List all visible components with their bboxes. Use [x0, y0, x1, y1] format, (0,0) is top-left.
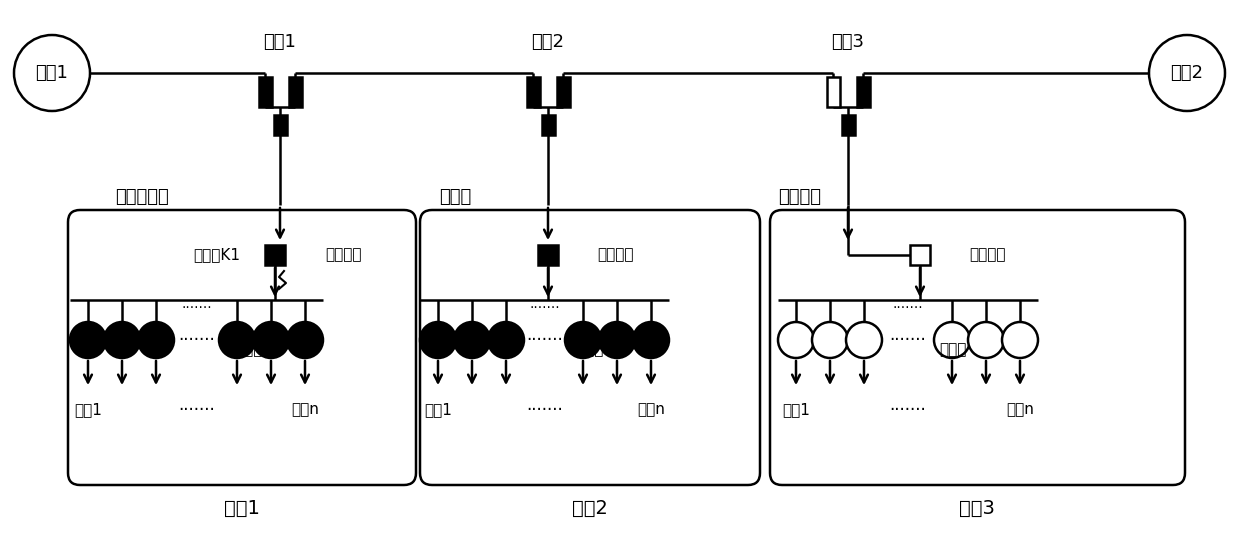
Text: 电源1: 电源1 — [36, 64, 68, 82]
Circle shape — [104, 322, 140, 358]
Text: 开关2: 开关2 — [532, 33, 565, 51]
Text: 正常供电区: 正常供电区 — [115, 188, 169, 206]
Bar — [259, 77, 271, 107]
Circle shape — [219, 322, 255, 358]
Text: ·······: ······· — [890, 401, 927, 419]
Text: 用户1: 用户1 — [74, 403, 102, 417]
Text: 用户表: 用户表 — [576, 342, 603, 358]
Circle shape — [420, 322, 456, 358]
Bar — [541, 115, 555, 135]
Circle shape — [69, 322, 107, 358]
Text: 非故障区: 非故障区 — [778, 188, 821, 206]
Circle shape — [846, 322, 882, 358]
Text: 台区总表: 台区总表 — [325, 247, 362, 263]
Circle shape — [287, 322, 323, 358]
Circle shape — [253, 322, 289, 358]
Text: 用户n: 用户n — [1006, 403, 1033, 417]
Text: ·······: ······· — [527, 331, 564, 349]
FancyBboxPatch shape — [68, 210, 416, 485]
Text: 电源2: 电源2 — [1171, 64, 1203, 82]
Circle shape — [968, 322, 1004, 358]
Text: ·······: ······· — [178, 401, 216, 419]
Text: 开关1: 开关1 — [264, 33, 296, 51]
Text: 故障点K1: 故障点K1 — [193, 247, 240, 263]
Bar — [527, 77, 539, 107]
Circle shape — [598, 322, 636, 358]
Circle shape — [565, 322, 601, 358]
Bar — [556, 77, 570, 107]
Bar — [826, 77, 840, 107]
Bar — [856, 77, 870, 107]
Circle shape — [453, 322, 489, 358]
Text: ·······: ······· — [890, 331, 927, 349]
Circle shape — [1002, 322, 1038, 358]
Text: 台区总表: 台区总表 — [970, 247, 1006, 263]
Text: 用户n: 用户n — [291, 403, 318, 417]
Text: 故障区: 故障区 — [439, 188, 471, 206]
FancyBboxPatch shape — [420, 210, 760, 485]
Bar — [909, 245, 930, 265]
Text: ·······: ······· — [182, 301, 212, 315]
Text: 用户n: 用户n — [637, 403, 665, 417]
Bar — [841, 115, 855, 135]
Circle shape — [778, 322, 814, 358]
Text: 台区3: 台区3 — [959, 499, 995, 518]
Bar — [265, 245, 285, 265]
Circle shape — [488, 322, 524, 358]
Circle shape — [812, 322, 847, 358]
Bar — [538, 245, 558, 265]
Text: ·······: ······· — [892, 301, 923, 315]
Bar — [274, 115, 286, 135]
Text: ·······: ······· — [178, 331, 216, 349]
Circle shape — [633, 322, 669, 358]
Text: 台区1: 台区1 — [224, 499, 260, 518]
Bar — [289, 77, 301, 107]
Text: ·······: ······· — [527, 401, 564, 419]
Circle shape — [934, 322, 970, 358]
Text: 台区总表: 台区总表 — [597, 247, 634, 263]
Text: 用户1: 用户1 — [782, 403, 810, 417]
Text: 用户1: 用户1 — [424, 403, 452, 417]
FancyBboxPatch shape — [769, 210, 1184, 485]
Text: 用户表: 用户表 — [939, 342, 966, 358]
Circle shape — [138, 322, 173, 358]
Text: 用户表: 用户表 — [235, 342, 263, 358]
Circle shape — [1149, 35, 1225, 111]
Circle shape — [14, 35, 90, 111]
Text: ·······: ······· — [530, 301, 560, 315]
Text: 开关3: 开关3 — [831, 33, 865, 51]
Text: 台区2: 台区2 — [572, 499, 608, 518]
